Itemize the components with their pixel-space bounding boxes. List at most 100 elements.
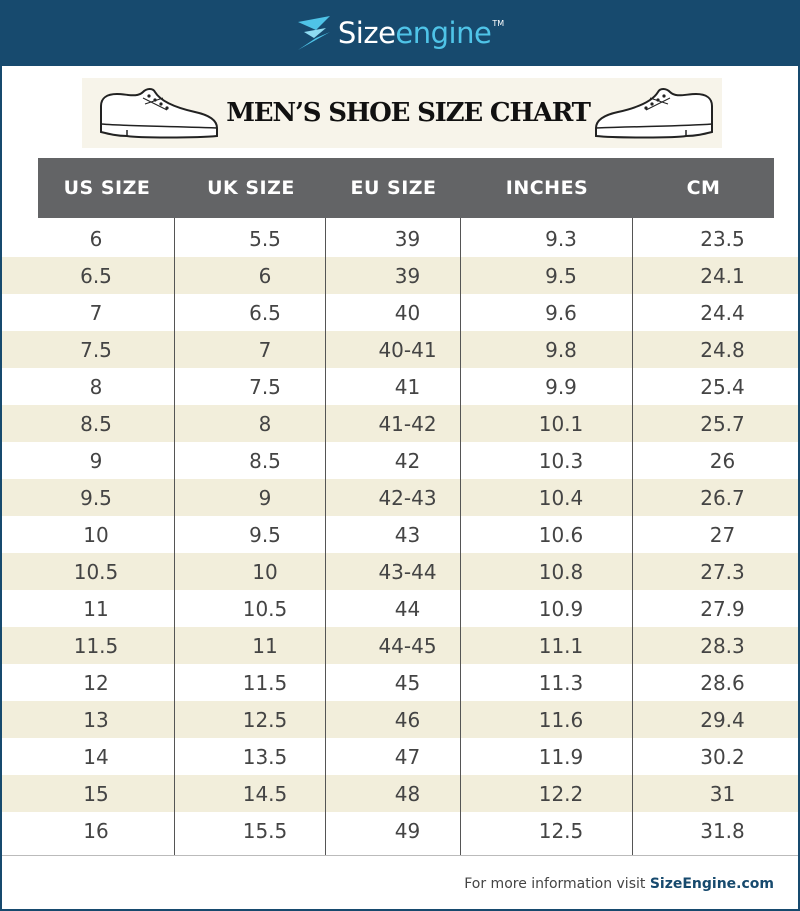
cell-cm: 25.4 — [700, 374, 745, 399]
cell-inches: 9.5 — [545, 263, 577, 288]
table-row: 15 14.5 48 12.2 31 — [2, 775, 798, 812]
table-row: 9 8.5 42 10.3 26 — [2, 442, 798, 479]
cell-uk-size: 12.5 — [242, 707, 288, 732]
cell-cm: 27.9 — [700, 596, 745, 621]
table-row: 10.5 10 43-44 10.8 27.3 — [2, 553, 798, 590]
cell-cm: 28.6 — [700, 670, 745, 695]
cell-eu-size: 45 — [394, 670, 421, 695]
cell-eu-size: 44-45 — [378, 633, 437, 658]
cell-uk-size: 9.5 — [249, 522, 281, 547]
cell-cm: 26 — [709, 448, 736, 473]
cell-eu-size: 40 — [394, 300, 421, 325]
column-divider — [325, 218, 326, 855]
footer-text: For more information visit — [464, 876, 650, 892]
table-row: 13 12.5 46 11.6 29.4 — [2, 701, 798, 738]
table-row: 8.5 8 41-42 10.1 25.7 — [2, 405, 798, 442]
cell-uk-size: 7 — [258, 337, 272, 362]
shoe-right-icon — [595, 88, 713, 139]
shoe-left-icon — [100, 88, 218, 139]
cell-eu-size: 39 — [394, 263, 421, 288]
cell-us-size: 16 — [83, 818, 109, 843]
cell-cm: 29.4 — [700, 707, 745, 732]
cell-inches: 11.9 — [538, 744, 584, 769]
cell-inches: 10.3 — [538, 448, 584, 473]
cell-us-size: 10.5 — [73, 559, 119, 584]
table-row: 7 6.5 40 9.6 24.4 — [2, 294, 798, 331]
cell-inches: 10.4 — [538, 485, 584, 510]
cell-us-size: 11 — [83, 596, 109, 621]
cell-uk-size: 11.5 — [242, 670, 288, 695]
cell-uk-size: 10.5 — [242, 596, 288, 621]
cell-inches: 12.5 — [538, 818, 584, 843]
table-body: 6 5.5 39 9.3 23.5 6.5 6 39 9.5 24.1 7 6.5 40 9.6 24.4 7… — [2, 220, 798, 849]
cell-us-size: 9.5 — [80, 485, 112, 510]
cell-uk-size: 5.5 — [249, 226, 281, 251]
cell-uk-size: 6 — [258, 263, 272, 288]
cell-cm: 24.1 — [700, 263, 745, 288]
cell-eu-size: 43 — [394, 522, 421, 547]
table-header: US SIZE UK SIZE EU SIZE INCHES CM — [38, 158, 774, 218]
table-row: 6.5 6 39 9.5 24.1 — [2, 257, 798, 294]
cell-cm: 30.2 — [700, 744, 745, 769]
brand-name-size: Size — [337, 16, 396, 50]
cell-uk-size: 11 — [252, 633, 278, 658]
table-row: 11.5 11 44-45 11.1 28.3 — [2, 627, 798, 664]
cell-cm: 31.8 — [700, 818, 745, 843]
cell-us-size: 10 — [83, 522, 109, 547]
column-divider — [632, 218, 633, 855]
cell-cm: 31 — [709, 781, 736, 806]
cell-inches: 11.1 — [538, 633, 584, 658]
cell-eu-size: 41-42 — [378, 411, 437, 436]
table-row: 10 9.5 43 10.6 27 — [2, 516, 798, 553]
cell-inches: 10.8 — [538, 559, 584, 584]
cell-uk-size: 8 — [258, 411, 272, 436]
cell-eu-size: 47 — [394, 744, 421, 769]
cell-us-size: 14 — [83, 744, 109, 769]
sizeengine-logo-icon — [297, 16, 330, 50]
column-header-eu-size: EU SIZE — [350, 177, 437, 199]
top-bar: Size engine TM — [0, 0, 800, 66]
cell-us-size: 6.5 — [80, 263, 112, 288]
cell-eu-size: 39 — [394, 226, 421, 251]
cell-uk-size: 13.5 — [242, 744, 288, 769]
cell-inches: 11.3 — [538, 670, 584, 695]
table-row: 8 7.5 41 9.9 25.4 — [2, 368, 798, 405]
cell-us-size: 8.5 — [80, 411, 112, 436]
page-title: MEN’S SHOE SIZE CHART — [226, 98, 591, 128]
cell-inches: 9.8 — [545, 337, 577, 362]
cell-cm: 28.3 — [700, 633, 745, 658]
cell-cm: 25.7 — [700, 411, 745, 436]
cell-us-size: 8 — [89, 374, 103, 399]
cell-uk-size: 7.5 — [249, 374, 281, 399]
cell-cm: 24.8 — [700, 337, 745, 362]
cell-eu-size: 40-41 — [378, 337, 437, 362]
brand-name-engine: engine — [395, 16, 492, 50]
cell-eu-size: 43-44 — [378, 559, 437, 584]
cell-eu-size: 44 — [394, 596, 421, 621]
column-header-uk-size: UK SIZE — [207, 177, 295, 199]
cell-uk-size: 8.5 — [249, 448, 281, 473]
cell-cm: 27 — [709, 522, 736, 547]
cell-us-size: 11.5 — [73, 633, 119, 658]
cell-uk-size: 10 — [252, 559, 278, 584]
table-row: 12 11.5 45 11.3 28.6 — [2, 664, 798, 701]
cell-cm: 23.5 — [700, 226, 745, 251]
cell-inches: 9.3 — [545, 226, 577, 251]
cell-eu-size: 42-43 — [378, 485, 437, 510]
cell-uk-size: 15.5 — [242, 818, 288, 843]
cell-eu-size: 42 — [394, 448, 421, 473]
cell-uk-size: 14.5 — [242, 781, 288, 806]
cell-inches: 10.9 — [538, 596, 584, 621]
column-divider — [174, 218, 175, 855]
table-row: 16 15.5 49 12.5 31.8 — [2, 812, 798, 849]
table-bottom-rule — [2, 855, 798, 856]
cell-eu-size: 46 — [394, 707, 421, 732]
cell-eu-size: 48 — [394, 781, 421, 806]
column-header-cm: CM — [686, 177, 721, 199]
footer-link[interactable]: SizeEngine.com — [649, 876, 774, 892]
cell-uk-size: 9 — [258, 485, 272, 510]
column-header-inches: INCHES — [505, 177, 589, 199]
table-row: 14 13.5 47 11.9 30.2 — [2, 738, 798, 775]
column-header-us-size: US SIZE — [63, 177, 151, 199]
brand-logo[interactable]: Size engine TM — [296, 13, 504, 53]
